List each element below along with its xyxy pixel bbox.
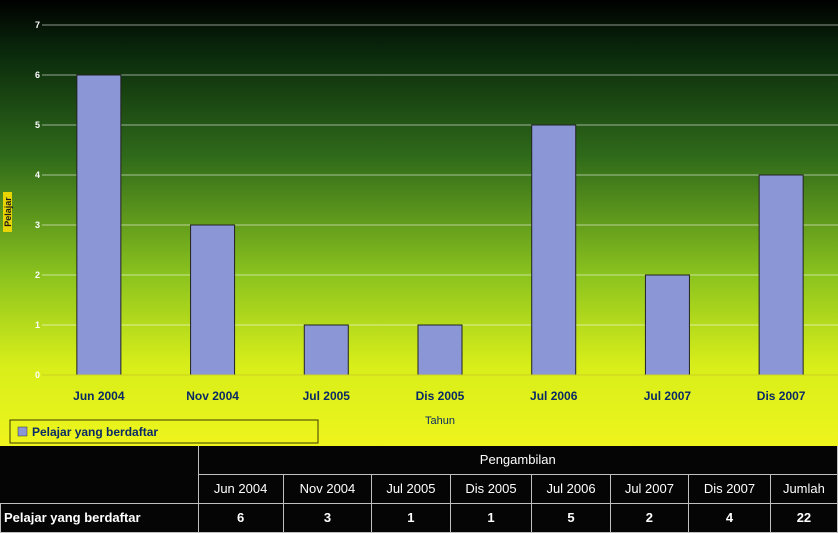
table-cell: 5 (531, 502, 611, 533)
table-row-label: Pelajar yang berdaftar (0, 502, 199, 533)
table-col-header: Jun 2004 (197, 473, 284, 504)
bars (76, 74, 804, 376)
y-tick-label: 0 (35, 370, 40, 380)
table-corner-cell-2 (1, 474, 199, 503)
bar (303, 324, 349, 376)
bar (758, 174, 804, 376)
y-axis-title: Pelajar (3, 197, 13, 227)
legend-swatch (17, 426, 28, 437)
y-tick-label: 6 (35, 70, 40, 80)
x-axis-title: Tahun (425, 415, 455, 427)
table-cell: 1 (449, 502, 533, 533)
x-tick-label: Jul 2007 (644, 389, 692, 403)
table-col-header: Jumlah (769, 473, 838, 504)
legend-box (9, 419, 319, 444)
bar (76, 74, 122, 376)
x-tick-labels: Jun 2004 Nov 2004 Jul 2005 Dis 2005 Jul 2006… (73, 389, 806, 403)
table-cell: 6 (197, 502, 284, 533)
y-tick-label: 3 (35, 220, 40, 230)
chart-background (0, 0, 838, 446)
table-col-header: Jul 2006 (531, 473, 611, 504)
x-tick-label: Jun 2004 (73, 389, 125, 403)
y-tick-label: 4 (35, 170, 40, 180)
table-cell: 3 (282, 502, 373, 533)
table-col-header: Jul 2007 (609, 473, 690, 504)
table-col-header: Nov 2004 (282, 473, 373, 504)
table-col-header: Jul 2005 (371, 473, 451, 504)
table-col-header: Dis 2007 (688, 473, 771, 504)
table-cell: 2 (609, 502, 690, 533)
bar (417, 324, 463, 376)
table-row: Pelajar yang berdaftar 6 3 1 1 5 2 4 22 (0, 502, 838, 533)
bar (644, 274, 690, 376)
data-table: Pengambilan Jun 2004 Nov 2004 Jul 2005 D… (0, 446, 838, 533)
gridlines (42, 24, 838, 326)
table-cell: 22 (769, 502, 838, 533)
y-tick-label: 2 (35, 270, 40, 280)
x-tick-label: Dis 2005 (416, 389, 465, 403)
x-tick-label: Nov 2004 (186, 389, 239, 403)
x-tick-label: Jul 2005 (303, 389, 351, 403)
legend-label: Pelajar yang berdaftar (32, 425, 158, 439)
y-tick-label: 7 (35, 20, 40, 30)
table-cell: 4 (688, 502, 771, 533)
bar-chart: 0 1 2 3 4 5 6 7 Jun 2004 Nov 2004 Jul 2005 Dis 200… (0, 0, 838, 446)
y-tick-label: 5 (35, 120, 40, 130)
table-group-header: Pengambilan (197, 446, 838, 475)
y-axis-title-box (3, 192, 12, 232)
y-tick-labels: 0 1 2 3 4 5 6 7 (35, 20, 40, 380)
table-corner-cell (1, 446, 199, 474)
bar (531, 124, 577, 376)
bar (190, 224, 236, 376)
table-col-header: Dis 2005 (449, 473, 533, 504)
table-header-row: Jun 2004 Nov 2004 Jul 2005 Dis 2005 Jul … (1, 473, 838, 504)
table-group-header-row: Pengambilan (1, 446, 838, 475)
x-tick-label: Jul 2006 (530, 389, 578, 403)
y-tick-label: 1 (35, 320, 40, 330)
legend: Pelajar yang berdaftar (9, 419, 319, 444)
table-cell: 1 (371, 502, 451, 533)
x-tick-label: Dis 2007 (757, 389, 806, 403)
y-axis-title-group: Pelajar (3, 192, 13, 232)
